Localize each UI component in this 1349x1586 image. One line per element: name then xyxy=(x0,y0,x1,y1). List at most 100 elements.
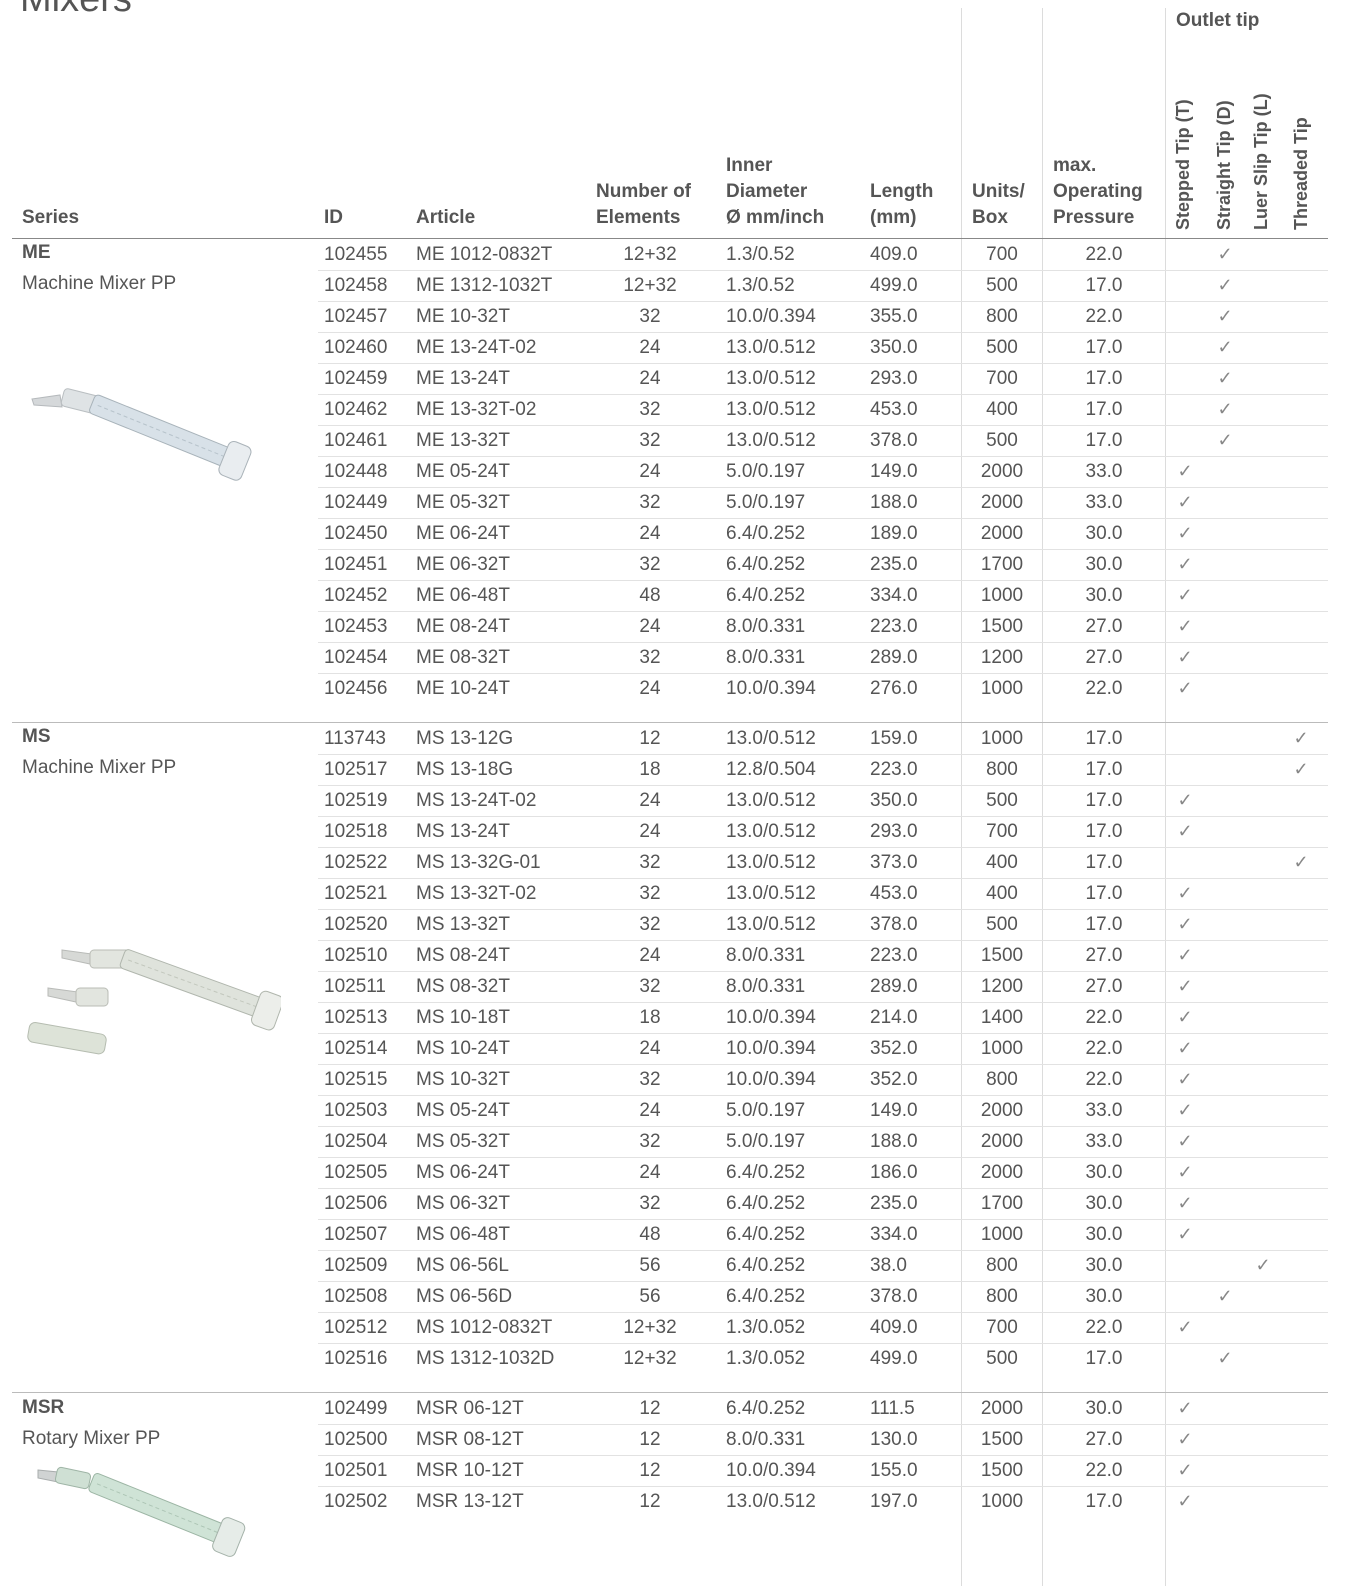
table-row: 102449 ME 05-32T 32 5.0/0.197 188.0 2000 33.0 ✓ xyxy=(318,487,1328,519)
cell-diameter: 13.0/0.512 xyxy=(726,368,816,389)
table-row: 102500 MSR 08-12T 12 8.0/0.331 130.0 1500 27.0… xyxy=(318,1424,1328,1456)
cell-elements: 32 xyxy=(639,399,661,420)
cell-elements: 24 xyxy=(639,1162,661,1183)
cell-elements: 24 xyxy=(639,821,661,842)
cell-pressure: 22.0 xyxy=(1085,1460,1123,1481)
cell-diameter: 10.0/0.394 xyxy=(726,1007,816,1028)
header-pressure-line: Pressure xyxy=(1053,207,1135,228)
section-divider xyxy=(12,1392,1328,1393)
cell-length: 149.0 xyxy=(870,461,918,482)
cell-id: 102455 xyxy=(324,244,388,265)
cell-article: ME 1312-1032T xyxy=(416,275,553,296)
cell-id: 102511 xyxy=(324,976,386,997)
cell-diameter: 13.0/0.512 xyxy=(726,728,816,749)
cell-pressure: 22.0 xyxy=(1085,244,1123,265)
cell-diameter: 13.0/0.512 xyxy=(726,883,816,904)
cell-pressure: 17.0 xyxy=(1085,1348,1123,1369)
header-straight-tip: Straight Tip (D) xyxy=(1214,100,1234,230)
table-row: 113743 MS 13-12G 12 13.0/0.512 159.0 1000 17.0… xyxy=(318,723,1328,755)
stepped-tip-check: ✓ xyxy=(1177,1491,1193,1511)
stepped-tip-check: ✓ xyxy=(1177,1131,1193,1151)
header-length: Length (mm) xyxy=(870,179,933,231)
cell-length: 352.0 xyxy=(870,1069,918,1090)
cell-units: 1500 xyxy=(980,616,1024,637)
stepped-tip-check: ✓ xyxy=(1177,945,1193,965)
table-row: 102517 MS 13-18G 18 12.8/0.504 223.0 800 17.0 ✓ xyxy=(318,754,1328,786)
cell-id: 102502 xyxy=(324,1491,388,1512)
page-title: Mixers xyxy=(20,0,132,21)
cell-id: 102521 xyxy=(324,883,388,904)
cell-pressure: 17.0 xyxy=(1085,275,1123,296)
cell-length: 352.0 xyxy=(870,1038,918,1059)
cell-article: MS 10-18T xyxy=(416,1007,510,1028)
cell-pressure: 22.0 xyxy=(1085,1038,1123,1059)
cell-units: 500 xyxy=(986,1348,1018,1369)
cell-units: 1700 xyxy=(980,554,1024,575)
cell-article: MS 13-18G xyxy=(416,759,514,780)
cell-units: 800 xyxy=(986,1286,1018,1307)
cell-pressure: 22.0 xyxy=(1085,1007,1123,1028)
series-name: Rotary Mixer PP xyxy=(22,1428,161,1449)
cell-pressure: 27.0 xyxy=(1085,945,1123,966)
section-divider xyxy=(12,722,1328,723)
cell-diameter: 13.0/0.512 xyxy=(726,821,816,842)
threaded-tip-check: ✓ xyxy=(1293,728,1309,748)
cell-elements: 24 xyxy=(639,678,661,699)
series-code: MSR xyxy=(22,1397,65,1418)
mixer-product-image xyxy=(27,949,281,1055)
header-pressure-line: max. xyxy=(1053,155,1097,176)
header-article: Article xyxy=(416,207,476,228)
cell-id: 102513 xyxy=(324,1007,388,1028)
stepped-tip-check: ✓ xyxy=(1177,492,1193,512)
cell-units: 2000 xyxy=(980,523,1024,544)
table-row: 102461 ME 13-32T 32 13.0/0.512 378.0 500 17.0 ✓ xyxy=(318,425,1328,457)
cell-length: 373.0 xyxy=(870,852,918,873)
cell-article: MSR 13-12T xyxy=(416,1491,524,1512)
header-stepped-tip: Stepped Tip (T) xyxy=(1173,99,1193,230)
header-length-line: Length xyxy=(870,181,934,202)
cell-pressure: 33.0 xyxy=(1085,1100,1123,1121)
cell-elements: 24 xyxy=(639,616,661,637)
cell-elements: 12+32 xyxy=(623,244,677,265)
cell-elements: 24 xyxy=(639,790,661,811)
table-row: 102504 MS 05-32T 32 5.0/0.197 188.0 2000 33.0 ✓ xyxy=(318,1126,1328,1158)
cell-diameter: 13.0/0.512 xyxy=(726,1491,816,1512)
cell-elements: 18 xyxy=(639,759,661,780)
cell-id: 102515 xyxy=(324,1069,388,1090)
stepped-tip-check: ✓ xyxy=(1177,616,1193,636)
cell-diameter: 6.4/0.252 xyxy=(726,1255,806,1276)
cell-units: 700 xyxy=(986,1317,1018,1338)
table-row: 102512 MS 1012-0832T 12+32 1.3/0.052 409.0 70… xyxy=(318,1312,1328,1344)
cell-units: 800 xyxy=(986,306,1018,327)
cell-units: 500 xyxy=(986,337,1018,358)
cell-elements: 12 xyxy=(639,728,661,749)
cell-article: MS 13-32T-02 xyxy=(416,883,537,904)
header-pressure-line: Operating xyxy=(1053,181,1143,202)
cell-id: 102458 xyxy=(324,275,388,296)
cell-diameter: 1.3/0.052 xyxy=(726,1317,806,1338)
cell-article: ME 06-24T xyxy=(416,523,510,544)
cell-id: 102454 xyxy=(324,647,388,668)
stepped-tip-check: ✓ xyxy=(1177,976,1193,996)
cell-length: 293.0 xyxy=(870,368,918,389)
cell-article: ME 08-24T xyxy=(416,616,510,637)
cell-id: 102520 xyxy=(324,914,388,935)
cell-article: ME 13-32T xyxy=(416,430,510,451)
table-row: 102507 MS 06-48T 48 6.4/0.252 334.0 1000 30.0 ✓ xyxy=(318,1219,1328,1251)
cell-diameter: 8.0/0.331 xyxy=(726,616,806,637)
cell-article: MS 13-24T-02 xyxy=(416,790,537,811)
stepped-tip-check: ✓ xyxy=(1177,914,1193,934)
cell-article: MS 13-12G xyxy=(416,728,514,749)
cell-units: 400 xyxy=(986,399,1018,420)
stepped-tip-check: ✓ xyxy=(1177,1193,1193,1213)
cell-pressure: 17.0 xyxy=(1085,821,1123,842)
threaded-tip-check: ✓ xyxy=(1293,759,1309,779)
table-row: 102522 MS 13-32G-01 32 13.0/0.512 373.0 400 17… xyxy=(318,847,1328,879)
cell-units: 500 xyxy=(986,430,1018,451)
stepped-tip-check: ✓ xyxy=(1177,790,1193,810)
cell-article: ME 1012-0832T xyxy=(416,244,553,265)
stepped-tip-check: ✓ xyxy=(1177,1007,1193,1027)
cell-units: 2000 xyxy=(980,1131,1024,1152)
cell-diameter: 5.0/0.197 xyxy=(726,1131,806,1152)
cell-pressure: 17.0 xyxy=(1085,337,1123,358)
